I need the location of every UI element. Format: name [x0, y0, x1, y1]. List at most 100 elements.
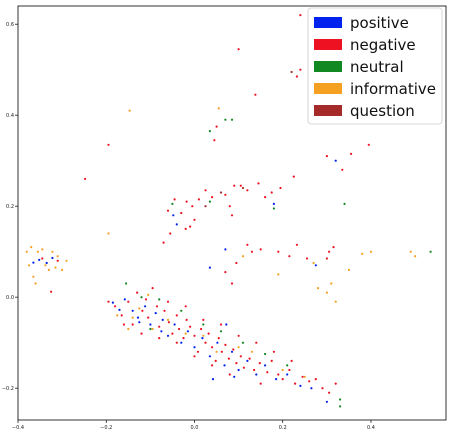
data-point [30, 246, 33, 249]
data-point [186, 330, 189, 333]
data-point [202, 323, 205, 326]
data-point [155, 305, 159, 308]
data-point [250, 250, 253, 253]
data-point [140, 296, 143, 299]
data-point [45, 261, 48, 265]
y-tick-label: 0.0 [6, 295, 14, 301]
data-point [36, 250, 40, 253]
data-point [193, 355, 196, 358]
data-point [151, 327, 154, 331]
data-point [149, 323, 152, 326]
data-point [237, 48, 240, 51]
data-point [334, 382, 337, 385]
data-point [171, 332, 174, 335]
data-point [281, 378, 284, 381]
legend-box [307, 7, 443, 125]
series-negative [41, 14, 370, 394]
data-point [246, 189, 249, 192]
data-point [208, 130, 211, 133]
data-point [343, 202, 346, 205]
data-point [54, 266, 57, 269]
data-point [367, 143, 370, 146]
data-point [197, 198, 200, 201]
data-point [325, 257, 328, 260]
data-point [224, 118, 227, 121]
data-point [131, 309, 134, 312]
legend-swatch-negative [314, 39, 342, 50]
data-point [308, 380, 311, 383]
data-point [166, 209, 170, 212]
data-point [270, 359, 273, 362]
data-point [290, 359, 293, 362]
data-point [32, 275, 35, 278]
data-point [328, 250, 331, 253]
data-point [216, 341, 219, 344]
data-point [295, 75, 298, 78]
data-point [118, 308, 121, 311]
data-point [230, 118, 234, 121]
data-point [185, 200, 188, 203]
data-point [224, 343, 227, 346]
data-point [196, 350, 200, 353]
data-point [140, 332, 143, 335]
data-point [175, 314, 178, 317]
y-tick-label: 0.6 [6, 22, 14, 28]
data-point [173, 198, 176, 201]
data-point [32, 261, 35, 264]
data-point [258, 362, 261, 365]
data-point [107, 300, 110, 303]
data-point [228, 373, 231, 376]
series-question [204, 70, 293, 208]
data-point [294, 382, 297, 385]
axis-ticks: −0.4 −0.2 0.0 0.2 0.4 −0.2 0.0 0.2 0.4 0.6 [2, 22, 375, 431]
data-point [248, 357, 251, 360]
data-point [207, 332, 210, 335]
data-point [193, 218, 196, 221]
data-point [255, 341, 258, 344]
data-point [257, 182, 260, 185]
data-point [166, 334, 170, 337]
legend-label-informative: informative [350, 80, 436, 98]
data-point [246, 243, 249, 246]
data-point [107, 143, 110, 146]
data-point [166, 318, 170, 321]
data-point [193, 346, 196, 349]
data-point [219, 323, 223, 326]
data-point [211, 378, 215, 381]
data-point [51, 256, 54, 260]
data-point [341, 168, 344, 171]
data-point [65, 259, 68, 262]
data-point [189, 325, 192, 328]
data-point [215, 350, 218, 353]
data-point [201, 337, 204, 340]
data-point [254, 93, 257, 96]
legend-label-neutral: neutral [350, 58, 404, 76]
data-point [325, 400, 328, 403]
data-point [211, 196, 214, 199]
data-point [303, 375, 306, 378]
legend-label-question: question [350, 102, 415, 120]
data-point [290, 70, 293, 74]
y-tick-label: −0.2 [2, 386, 14, 392]
data-point [173, 323, 176, 326]
data-point [286, 373, 289, 376]
data-point [219, 330, 223, 333]
data-point [339, 405, 342, 408]
data-point [128, 109, 131, 112]
data-point [230, 282, 234, 285]
data-point [242, 366, 245, 369]
data-point [144, 305, 147, 308]
data-point [136, 291, 139, 294]
data-point [208, 266, 211, 269]
data-point [44, 264, 47, 267]
data-point [292, 175, 295, 178]
data-point [138, 307, 141, 310]
data-point [56, 255, 59, 258]
data-point [259, 382, 262, 385]
data-point [107, 232, 110, 235]
data-point [235, 362, 238, 365]
legend-label-positive: positive [350, 14, 409, 32]
data-point [158, 325, 161, 328]
data-point [334, 300, 337, 303]
